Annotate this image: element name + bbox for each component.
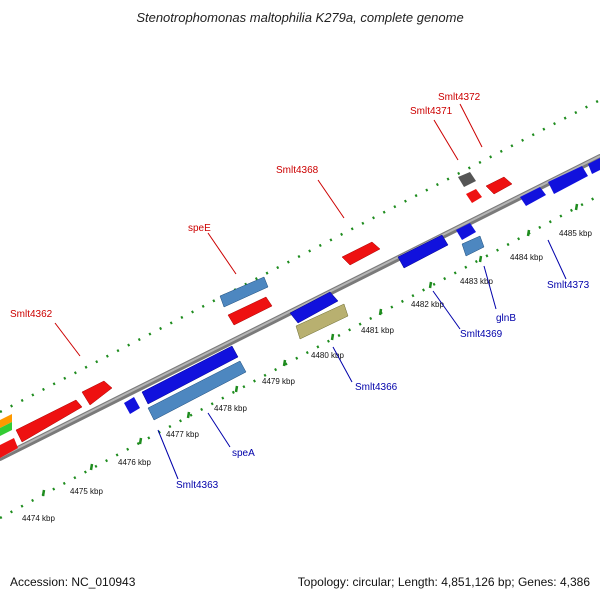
accession-text: Accession: NC_010943 (10, 575, 136, 589)
tick-label: 4479 kbp (262, 377, 295, 386)
tick-label: 4482 kbp (411, 300, 444, 309)
reverse-genes[interactable] (124, 158, 600, 421)
gene-spea[interactable] (147, 360, 247, 421)
gene-label-smlt4362: Smlt4362 (10, 309, 53, 320)
tick-label: 4476 kbp (118, 458, 151, 467)
tick-label: 4480 kbp (311, 351, 344, 360)
gene-label-spea: speA (232, 448, 255, 459)
gene-smlt4371-gray[interactable] (458, 172, 476, 187)
tick-label: 4474 kbp (22, 514, 55, 523)
gene-blue-small[interactable] (124, 397, 140, 414)
map-title: Stenotrophomonas maltophilia K279a, comp… (136, 10, 464, 25)
gene-red-small[interactable] (81, 380, 113, 406)
edge-features (0, 414, 18, 458)
gene-spee-steel[interactable] (219, 276, 269, 308)
gene-label-smlt4372: Smlt4372 (438, 92, 481, 103)
gene-label-smlt4369: Smlt4369 (460, 329, 503, 340)
gene-label-smlt4368: Smlt4368 (276, 165, 319, 176)
tick-labels: 4474 kbp 4475 kbp 4476 kbp 4477 kbp 4478… (22, 229, 592, 523)
gene-label-glnb: glnB (496, 313, 516, 324)
gene-smlt4366-blue[interactable] (289, 291, 339, 324)
gene-smlt4373-b[interactable] (548, 166, 588, 194)
tick-label: 4485 kbp (559, 229, 592, 238)
tick-label: 4484 kbp (510, 253, 543, 262)
gene-label-spee: speE (188, 223, 211, 234)
gene-smlt4369-blue[interactable] (397, 234, 449, 269)
gene-smlt4363[interactable] (141, 345, 239, 405)
tick-label: 4481 kbp (361, 326, 394, 335)
gene-smlt4372[interactable] (485, 176, 513, 195)
gene-label-smlt4366: Smlt4366 (355, 382, 398, 393)
gene-smlt4373-c[interactable] (588, 158, 600, 174)
tick-label: 4483 kbp (460, 277, 493, 286)
tick-label: 4478 kbp (214, 404, 247, 413)
reverse-labels: Smlt4363 speA Smlt4366 Smlt4369 glnB Sml… (176, 280, 590, 491)
gene-smlt4373-a[interactable] (520, 187, 546, 206)
gene-smlt4371[interactable] (466, 189, 482, 203)
reverse-connectors (157, 239, 567, 480)
gene-smlt4362[interactable] (15, 399, 83, 443)
gene-glnb-blue[interactable] (456, 223, 476, 240)
gene-spee[interactable] (227, 296, 273, 326)
tick-label: 4475 kbp (70, 487, 103, 496)
gene-label-smlt4371: Smlt4371 (410, 106, 453, 117)
gene-label-smlt4373: Smlt4373 (547, 280, 590, 291)
gene-label-smlt4363: Smlt4363 (176, 480, 219, 491)
backbone (0, 154, 600, 461)
forward-connectors (54, 103, 483, 357)
gene-smlt4366[interactable] (295, 303, 349, 340)
forward-labels: Smlt4362 speE Smlt4368 Smlt4371 Smlt4372 (10, 92, 481, 320)
gene-glnb[interactable] (461, 235, 485, 257)
tick-label: 4477 kbp (166, 430, 199, 439)
genome-summary-text: Topology: circular; Length: 4,851,126 bp… (297, 575, 590, 589)
major-ticks (41, 203, 579, 497)
forward-genes[interactable] (15, 172, 513, 443)
gene-smlt4368[interactable] (341, 241, 381, 266)
